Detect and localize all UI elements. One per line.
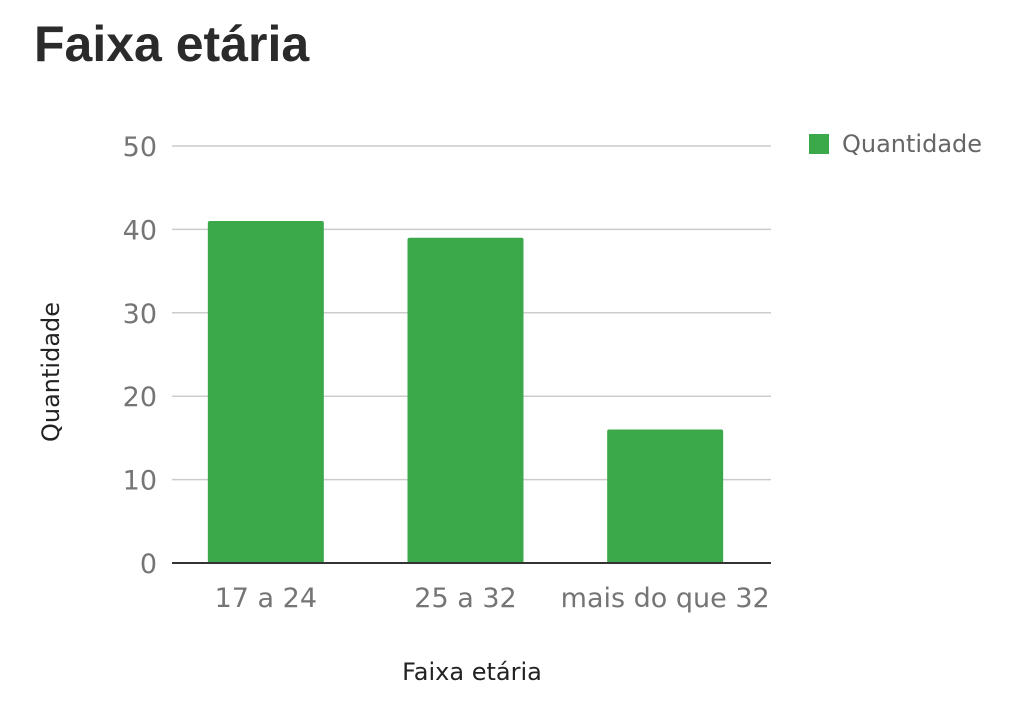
x-tick-label-1: 17 a 24 (215, 583, 317, 614)
y-tick-label-50: 50 (123, 132, 157, 163)
x-axis-label: Faixa etária (402, 658, 542, 686)
y-tick-label-0: 0 (140, 549, 157, 580)
chart-title: Faixa etária (34, 16, 310, 72)
x-tick-label-2: 25 a 32 (414, 583, 516, 614)
y-tick-label-40: 40 (123, 215, 157, 246)
y-tick-labels: 0 10 20 30 40 50 (123, 132, 157, 580)
x-tick-label-3: mais do que 32 (561, 583, 770, 614)
bar-2 (407, 237, 524, 564)
legend: Quantidade (809, 130, 982, 158)
bars (207, 221, 724, 564)
y-tick-label-30: 30 (123, 299, 157, 330)
legend-label: Quantidade (842, 130, 982, 158)
legend-swatch (809, 134, 829, 154)
x-tick-labels: 17 a 24 25 a 32 mais do que 32 (215, 583, 770, 614)
bar-3 (607, 429, 724, 563)
y-tick-label-20: 20 (123, 382, 157, 413)
bar-1 (207, 221, 324, 563)
y-tick-label-10: 10 (123, 466, 157, 497)
y-axis-label: Quantidade (37, 302, 65, 442)
